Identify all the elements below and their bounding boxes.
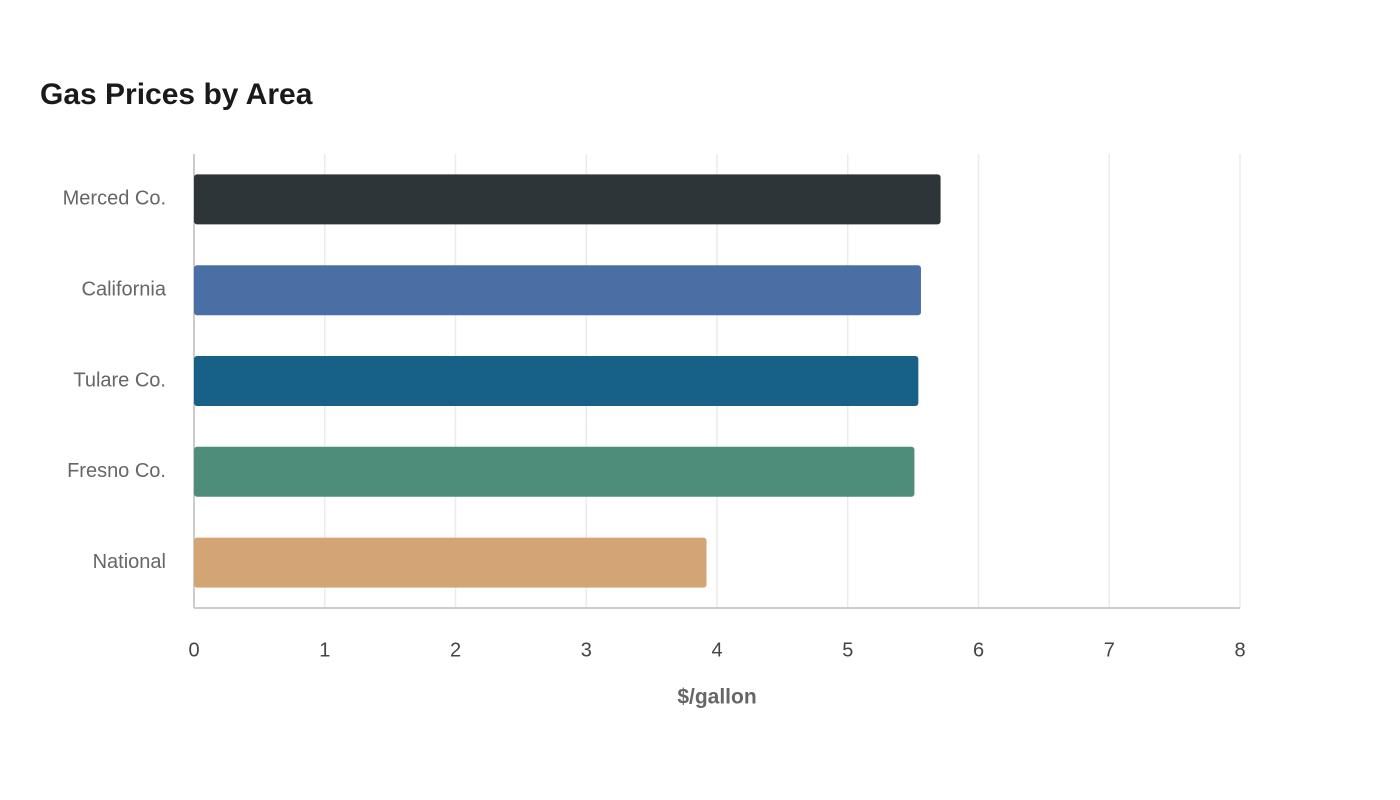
x-tick-label: 1: [319, 639, 330, 661]
x-tick-label: 0: [188, 639, 199, 661]
chart-title: Gas Prices by Area: [40, 78, 313, 111]
bar: [194, 174, 941, 225]
x-tick-label: 7: [1104, 639, 1115, 661]
x-tick-label: 2: [450, 639, 461, 661]
x-tick-label: 6: [973, 639, 984, 661]
y-tick-label: California: [82, 278, 167, 300]
x-tick-label: 8: [1234, 639, 1245, 661]
bar: [194, 356, 919, 406]
x-tick-label: 5: [842, 639, 853, 661]
y-tick-label: Tulare Co.: [73, 369, 166, 391]
x-tick-label: 3: [581, 639, 592, 661]
y-tick-label: National: [93, 551, 166, 573]
bar: [194, 446, 915, 497]
y-tick-label: Merced Co.: [63, 188, 166, 210]
bar: [194, 537, 707, 588]
x-tick-label: 4: [711, 639, 722, 661]
y-tick-label: Fresno Co.: [67, 460, 166, 482]
bar: [194, 265, 921, 316]
x-axis-label: $/gallon: [677, 686, 756, 709]
